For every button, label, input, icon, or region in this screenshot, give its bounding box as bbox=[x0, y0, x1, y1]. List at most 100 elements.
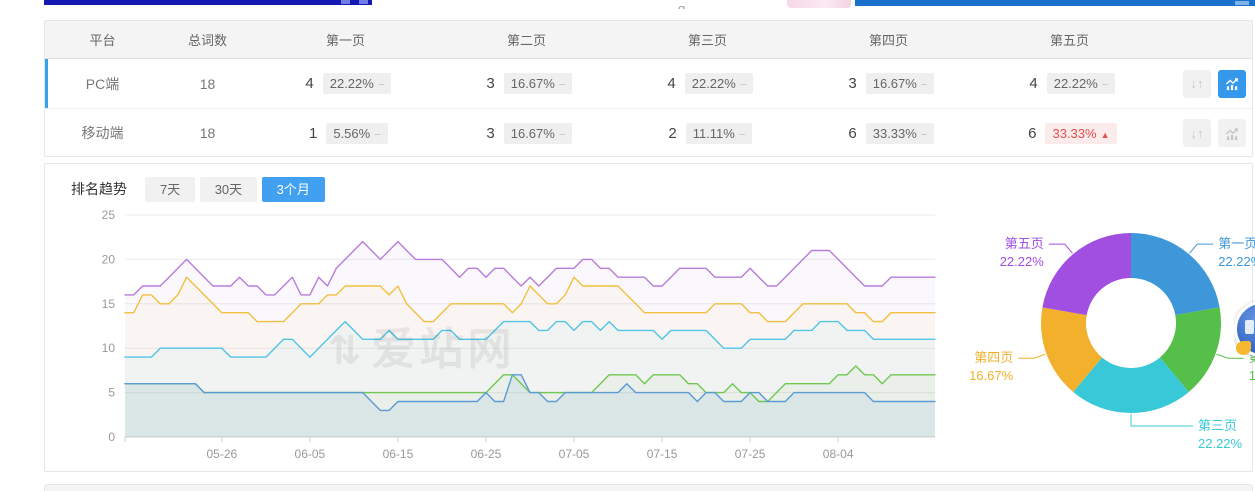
trend-title: 排名趋势 bbox=[71, 181, 127, 197]
series-yellow-line bbox=[124, 276, 936, 323]
donut-connector bbox=[1018, 353, 1046, 359]
donut-connector bbox=[1130, 414, 1193, 427]
trend-flat-icon: − bbox=[739, 79, 747, 91]
page-distribution-donut: 第一页 22.22% 第二页 16.67% 第三页 22.22% 第四页 16.67% 第五页 2… bbox=[959, 209, 1255, 478]
donut-percent-第四页: 16.67% bbox=[969, 368, 1014, 383]
page-3-cell: 4 22.22% − bbox=[617, 73, 798, 94]
banner-icon bbox=[341, 0, 350, 4]
sort-icon[interactable]: ↓↑ bbox=[1183, 69, 1211, 98]
series-cyan-line bbox=[124, 320, 936, 358]
platform-cell: PC端 bbox=[85, 75, 120, 92]
donut-slice-第二页 bbox=[1159, 307, 1221, 392]
y-tick-label: 5 bbox=[108, 386, 115, 400]
percent-chip: 22.22% − bbox=[322, 73, 392, 94]
page-4-cell: 3 16.67% − bbox=[798, 73, 979, 94]
y-tick-label: 20 bbox=[102, 252, 116, 266]
keyword-rank-table: 平台 总词数 第一页 第二页 第三页 第四页 第五页 PC端 18 4 22.22% −… bbox=[44, 20, 1253, 157]
trend-up-icon: ▲ bbox=[1100, 129, 1110, 140]
donut-slice-第四页 bbox=[1041, 307, 1103, 392]
percent-chip: 22.22% − bbox=[1046, 73, 1116, 94]
donut-label-第二页: 第二页 bbox=[1249, 350, 1255, 365]
percent-chip: 11.11% − bbox=[685, 122, 753, 144]
tab-7天[interactable]: 7天 bbox=[145, 177, 196, 202]
page-2-cell: 3 16.67% − bbox=[436, 73, 617, 94]
donut-slice-第一页 bbox=[1131, 233, 1220, 316]
cropped-banner-text: q l bbox=[678, 1, 714, 9]
percent-chip: 33.33% ▲ bbox=[1045, 122, 1117, 144]
trend-line-chart: 0 5 10 15 20 25 05-26 06-05 06-15 06-25 07-05 07-15… bbox=[73, 205, 953, 478]
page-count: 6 bbox=[848, 124, 857, 142]
trend-flat-icon: − bbox=[374, 128, 381, 141]
series-cyan-area bbox=[125, 321, 935, 437]
y-tick-label: 10 bbox=[102, 341, 116, 355]
page-count: 4 bbox=[667, 75, 676, 92]
trend-flat-icon: − bbox=[558, 79, 566, 91]
donut-label-第五页: 第五页 bbox=[1005, 236, 1044, 251]
x-tick-label: 07-05 bbox=[559, 447, 590, 461]
table-row-移动端: 移动端 18 1 5.56% − 3 16.67% − 2 11.11% − 6 33.33% − 6 33.… bbox=[45, 108, 1252, 157]
donut-percent-第一页: 22.22% bbox=[1218, 254, 1255, 269]
tab-30天[interactable]: 30天 bbox=[199, 177, 258, 202]
header-total-words: 总词数 bbox=[187, 33, 227, 48]
x-tick-label: 06-15 bbox=[383, 447, 414, 461]
page-count: 2 bbox=[668, 124, 677, 142]
row-actions: ↓↑ bbox=[1160, 119, 1252, 147]
donut-label-第四页: 第四页 bbox=[974, 350, 1013, 365]
series-blue-line bbox=[124, 374, 936, 412]
x-tick-label: 08-04 bbox=[823, 447, 854, 461]
donut-percent-第五页: 22.22% bbox=[1000, 254, 1045, 269]
customer-service-widget[interactable] bbox=[1234, 297, 1255, 367]
trend-chart-icon[interactable] bbox=[1218, 119, 1246, 147]
x-tick-label: 07-15 bbox=[647, 447, 678, 461]
cropped-next-section bbox=[44, 484, 1253, 491]
trend-flat-icon: − bbox=[738, 128, 746, 141]
x-tick-label: 06-25 bbox=[471, 447, 502, 461]
total-words-cell: 18 bbox=[199, 125, 216, 141]
percent-chip: 33.33% − bbox=[865, 122, 935, 144]
row-actions: ↓↑ bbox=[1160, 69, 1252, 98]
x-tick-label: 05-26 bbox=[206, 447, 237, 461]
header-page-4: 第四页 bbox=[868, 33, 908, 48]
cropped-banner-middle bbox=[787, 0, 851, 8]
page-5-cell: 4 22.22% − bbox=[979, 73, 1160, 94]
series-yellow-area bbox=[125, 277, 935, 437]
trend-chart-icon[interactable] bbox=[1218, 69, 1246, 98]
sort-icon[interactable]: ↓↑ bbox=[1183, 119, 1211, 147]
donut-connector bbox=[1048, 243, 1073, 254]
widget-scarf bbox=[1236, 341, 1251, 355]
percent-chip: 16.67% − bbox=[503, 73, 573, 94]
table-header: 平台 总词数 第一页 第二页 第三页 第四页 第五页 bbox=[45, 21, 1252, 59]
cropped-banner-right bbox=[855, 0, 1255, 6]
donut-percent-第三页: 22.22% bbox=[1198, 436, 1243, 451]
donut-label-第一页: 第一页 bbox=[1218, 236, 1255, 251]
page-5-cell: 6 33.33% ▲ bbox=[979, 122, 1160, 144]
rank-trend-panel: 排名趋势 7天 30天 3个月 0 5 10 15 20 25 05-26 06-05 06-1… bbox=[44, 163, 1255, 472]
trend-flat-icon: − bbox=[377, 79, 385, 91]
series-purple-line bbox=[124, 240, 936, 296]
page-count: 3 bbox=[848, 75, 857, 92]
page-1-cell: 4 22.22% − bbox=[255, 73, 436, 94]
y-tick-label: 25 bbox=[102, 208, 116, 222]
table-row-PC端: PC端 18 4 22.22% − 3 16.67% − 4 22.22% − 3 16.67% − 4 22… bbox=[45, 59, 1252, 108]
header-page-5: 第五页 bbox=[1049, 33, 1089, 48]
page-count: 3 bbox=[486, 124, 495, 142]
page-count: 6 bbox=[1028, 124, 1037, 142]
trend-flat-icon: − bbox=[920, 128, 928, 141]
header-page-3: 第三页 bbox=[687, 33, 727, 48]
percent-chip: 16.67% − bbox=[503, 122, 573, 144]
donut-slice-第三页 bbox=[1073, 357, 1189, 413]
trend-flat-icon: − bbox=[558, 128, 566, 141]
y-tick-label: 0 bbox=[108, 430, 115, 444]
header-page-1: 第一页 bbox=[325, 33, 365, 48]
cropped-banner-left bbox=[44, 0, 372, 5]
trend-flat-icon: − bbox=[1101, 79, 1109, 91]
tab-3个月[interactable]: 3个月 bbox=[261, 177, 325, 202]
donut-connector bbox=[1189, 243, 1214, 254]
x-tick-label: 07-25 bbox=[735, 447, 766, 461]
page-2-cell: 3 16.67% − bbox=[436, 122, 617, 144]
trend-flat-icon: − bbox=[920, 79, 928, 91]
percent-chip: 22.22% − bbox=[684, 73, 754, 94]
x-tick-label: 06-05 bbox=[295, 447, 326, 461]
percent-chip: 5.56% − bbox=[326, 122, 388, 144]
trend-controls: 排名趋势 7天 30天 3个月 bbox=[71, 177, 1252, 202]
